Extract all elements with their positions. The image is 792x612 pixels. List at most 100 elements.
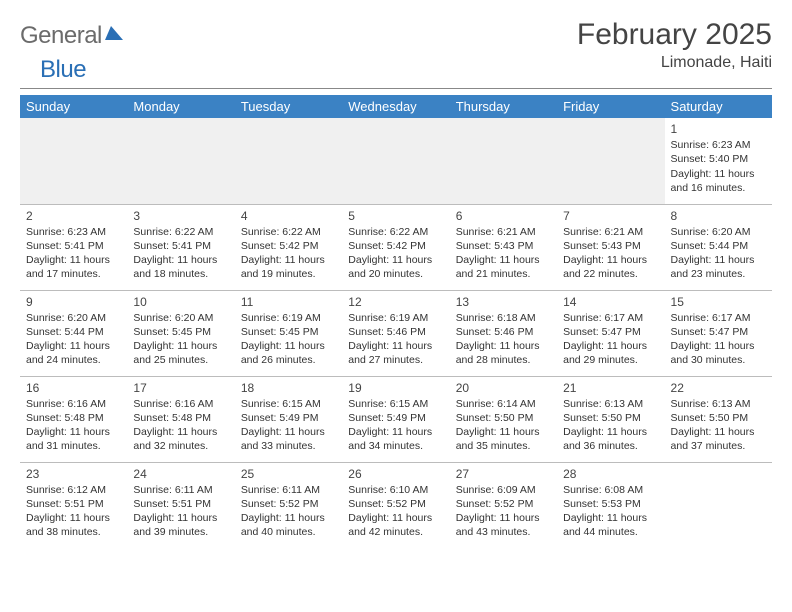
sunset-line: Sunset: 5:47 PM <box>671 325 766 339</box>
header-divider <box>20 88 772 89</box>
sunset-line: Sunset: 5:52 PM <box>241 497 336 511</box>
logo-word-general: General <box>20 22 102 50</box>
sunrise-line: Sunrise: 6:17 AM <box>563 311 658 325</box>
sunset-line: Sunset: 5:49 PM <box>348 411 443 425</box>
calendar-day-cell: 1Sunrise: 6:23 AMSunset: 5:40 PMDaylight… <box>665 118 772 204</box>
title-block: February 2025 Limonade, Haiti <box>577 18 772 72</box>
calendar-week-row: 2Sunrise: 6:23 AMSunset: 5:41 PMDaylight… <box>20 204 772 290</box>
daylight-line: Daylight: 11 hours and 27 minutes. <box>348 339 443 367</box>
calendar-day-cell: 18Sunrise: 6:15 AMSunset: 5:49 PMDayligh… <box>235 376 342 462</box>
calendar-day-cell: 8Sunrise: 6:20 AMSunset: 5:44 PMDaylight… <box>665 204 772 290</box>
sunset-line: Sunset: 5:41 PM <box>26 239 121 253</box>
daylight-line: Daylight: 11 hours and 19 minutes. <box>241 253 336 281</box>
daylight-line: Daylight: 11 hours and 28 minutes. <box>456 339 551 367</box>
daylight-line: Daylight: 11 hours and 18 minutes. <box>133 253 228 281</box>
calendar-day-cell: 10Sunrise: 6:20 AMSunset: 5:45 PMDayligh… <box>127 290 234 376</box>
day-number: 27 <box>456 466 551 482</box>
day-number: 8 <box>671 208 766 224</box>
sunset-line: Sunset: 5:52 PM <box>456 497 551 511</box>
day-number: 9 <box>26 294 121 310</box>
sunset-line: Sunset: 5:52 PM <box>348 497 443 511</box>
calendar-day-cell: 24Sunrise: 6:11 AMSunset: 5:51 PMDayligh… <box>127 462 234 548</box>
calendar-day-cell <box>450 118 557 204</box>
day-number: 5 <box>348 208 443 224</box>
calendar-day-cell <box>20 118 127 204</box>
day-number: 10 <box>133 294 228 310</box>
day-number: 11 <box>241 294 336 310</box>
day-number: 12 <box>348 294 443 310</box>
day-number: 25 <box>241 466 336 482</box>
sunset-line: Sunset: 5:50 PM <box>671 411 766 425</box>
sunset-line: Sunset: 5:49 PM <box>241 411 336 425</box>
daylight-line: Daylight: 11 hours and 29 minutes. <box>563 339 658 367</box>
day-number: 6 <box>456 208 551 224</box>
day-number: 7 <box>563 208 658 224</box>
daylight-line: Daylight: 11 hours and 42 minutes. <box>348 511 443 539</box>
calendar-day-cell: 25Sunrise: 6:11 AMSunset: 5:52 PMDayligh… <box>235 462 342 548</box>
calendar-page: General February 2025 Limonade, Haiti Bl… <box>0 0 792 558</box>
sunrise-line: Sunrise: 6:14 AM <box>456 397 551 411</box>
daylight-line: Daylight: 11 hours and 24 minutes. <box>26 339 121 367</box>
calendar-day-cell <box>235 118 342 204</box>
calendar-day-cell: 17Sunrise: 6:16 AMSunset: 5:48 PMDayligh… <box>127 376 234 462</box>
sunrise-line: Sunrise: 6:21 AM <box>563 225 658 239</box>
calendar-day-cell: 26Sunrise: 6:10 AMSunset: 5:52 PMDayligh… <box>342 462 449 548</box>
sunset-line: Sunset: 5:50 PM <box>563 411 658 425</box>
daylight-line: Daylight: 11 hours and 30 minutes. <box>671 339 766 367</box>
sunset-line: Sunset: 5:46 PM <box>348 325 443 339</box>
logo: General <box>20 22 126 50</box>
sunrise-line: Sunrise: 6:22 AM <box>133 225 228 239</box>
sunrise-line: Sunrise: 6:10 AM <box>348 483 443 497</box>
calendar-day-cell: 22Sunrise: 6:13 AMSunset: 5:50 PMDayligh… <box>665 376 772 462</box>
calendar-week-row: 9Sunrise: 6:20 AMSunset: 5:44 PMDaylight… <box>20 290 772 376</box>
day-number: 1 <box>671 121 766 137</box>
daylight-line: Daylight: 11 hours and 35 minutes. <box>456 425 551 453</box>
sunrise-line: Sunrise: 6:13 AM <box>563 397 658 411</box>
day-header-tue: Tuesday <box>235 95 342 118</box>
daylight-line: Daylight: 11 hours and 34 minutes. <box>348 425 443 453</box>
calendar-day-cell <box>557 118 664 204</box>
day-number: 23 <box>26 466 121 482</box>
sunrise-line: Sunrise: 6:21 AM <box>456 225 551 239</box>
day-number: 22 <box>671 380 766 396</box>
sunrise-line: Sunrise: 6:11 AM <box>241 483 336 497</box>
daylight-line: Daylight: 11 hours and 44 minutes. <box>563 511 658 539</box>
day-header-fri: Friday <box>557 95 664 118</box>
calendar-body: 1Sunrise: 6:23 AMSunset: 5:40 PMDaylight… <box>20 118 772 548</box>
sunset-line: Sunset: 5:47 PM <box>563 325 658 339</box>
sunrise-line: Sunrise: 6:19 AM <box>241 311 336 325</box>
sunrise-line: Sunrise: 6:20 AM <box>671 225 766 239</box>
sunrise-line: Sunrise: 6:23 AM <box>671 138 766 152</box>
sunrise-line: Sunrise: 6:09 AM <box>456 483 551 497</box>
sunrise-line: Sunrise: 6:20 AM <box>133 311 228 325</box>
sunset-line: Sunset: 5:53 PM <box>563 497 658 511</box>
calendar-day-cell: 9Sunrise: 6:20 AMSunset: 5:44 PMDaylight… <box>20 290 127 376</box>
sunset-line: Sunset: 5:50 PM <box>456 411 551 425</box>
sunset-line: Sunset: 5:48 PM <box>26 411 121 425</box>
calendar-day-cell: 4Sunrise: 6:22 AMSunset: 5:42 PMDaylight… <box>235 204 342 290</box>
sunrise-line: Sunrise: 6:19 AM <box>348 311 443 325</box>
day-number: 18 <box>241 380 336 396</box>
day-number: 16 <box>26 380 121 396</box>
calendar-day-cell: 19Sunrise: 6:15 AMSunset: 5:49 PMDayligh… <box>342 376 449 462</box>
day-number: 28 <box>563 466 658 482</box>
sunset-line: Sunset: 5:48 PM <box>133 411 228 425</box>
daylight-line: Daylight: 11 hours and 21 minutes. <box>456 253 551 281</box>
daylight-line: Daylight: 11 hours and 36 minutes. <box>563 425 658 453</box>
sunset-line: Sunset: 5:44 PM <box>26 325 121 339</box>
sunset-line: Sunset: 5:43 PM <box>456 239 551 253</box>
calendar-week-row: 1Sunrise: 6:23 AMSunset: 5:40 PMDaylight… <box>20 118 772 204</box>
daylight-line: Daylight: 11 hours and 39 minutes. <box>133 511 228 539</box>
day-number: 21 <box>563 380 658 396</box>
day-number: 20 <box>456 380 551 396</box>
daylight-line: Daylight: 11 hours and 37 minutes. <box>671 425 766 453</box>
calendar-day-cell: 6Sunrise: 6:21 AMSunset: 5:43 PMDaylight… <box>450 204 557 290</box>
daylight-line: Daylight: 11 hours and 17 minutes. <box>26 253 121 281</box>
day-header-thu: Thursday <box>450 95 557 118</box>
sunrise-line: Sunrise: 6:22 AM <box>348 225 443 239</box>
day-header-wed: Wednesday <box>342 95 449 118</box>
calendar-day-cell: 16Sunrise: 6:16 AMSunset: 5:48 PMDayligh… <box>20 376 127 462</box>
day-number: 24 <box>133 466 228 482</box>
sunrise-line: Sunrise: 6:17 AM <box>671 311 766 325</box>
daylight-line: Daylight: 11 hours and 20 minutes. <box>348 253 443 281</box>
